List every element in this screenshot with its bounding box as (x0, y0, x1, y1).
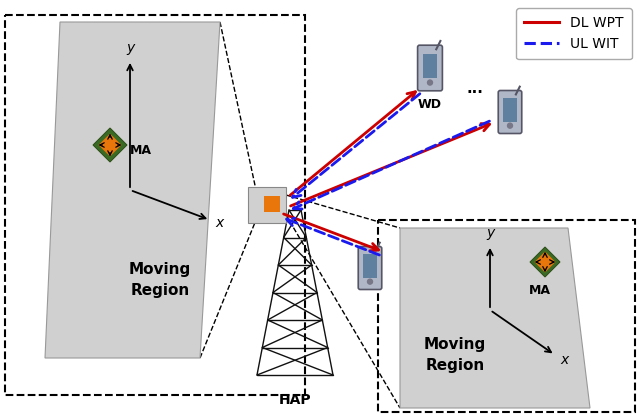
Text: Moving
Region: Moving Region (424, 337, 486, 373)
Bar (264, 196, 280, 212)
Circle shape (428, 80, 433, 85)
FancyBboxPatch shape (358, 246, 381, 289)
Text: x: x (215, 216, 223, 230)
Text: HAP: HAP (278, 393, 311, 407)
Polygon shape (45, 22, 220, 358)
Bar (503, 98, 517, 122)
Circle shape (367, 279, 372, 284)
Text: y: y (126, 41, 134, 55)
Text: ...: ... (467, 80, 483, 95)
Polygon shape (93, 128, 127, 162)
Polygon shape (400, 228, 590, 408)
Bar (363, 254, 377, 278)
Polygon shape (530, 247, 560, 277)
Bar (422, 53, 438, 78)
Text: x: x (560, 353, 568, 367)
Text: MA: MA (130, 143, 152, 156)
Circle shape (508, 123, 513, 128)
FancyBboxPatch shape (418, 45, 442, 91)
Bar (5, 15, 305, 395)
Polygon shape (99, 134, 121, 156)
Bar (378, 220, 635, 412)
Legend: DL WPT, UL WIT: DL WPT, UL WIT (516, 8, 632, 59)
Polygon shape (535, 252, 555, 272)
Text: MA: MA (529, 284, 551, 297)
FancyBboxPatch shape (499, 90, 522, 133)
Text: y: y (486, 226, 494, 240)
Text: Moving
Region: Moving Region (129, 262, 191, 298)
Polygon shape (248, 187, 286, 223)
Text: WD: WD (418, 98, 442, 111)
